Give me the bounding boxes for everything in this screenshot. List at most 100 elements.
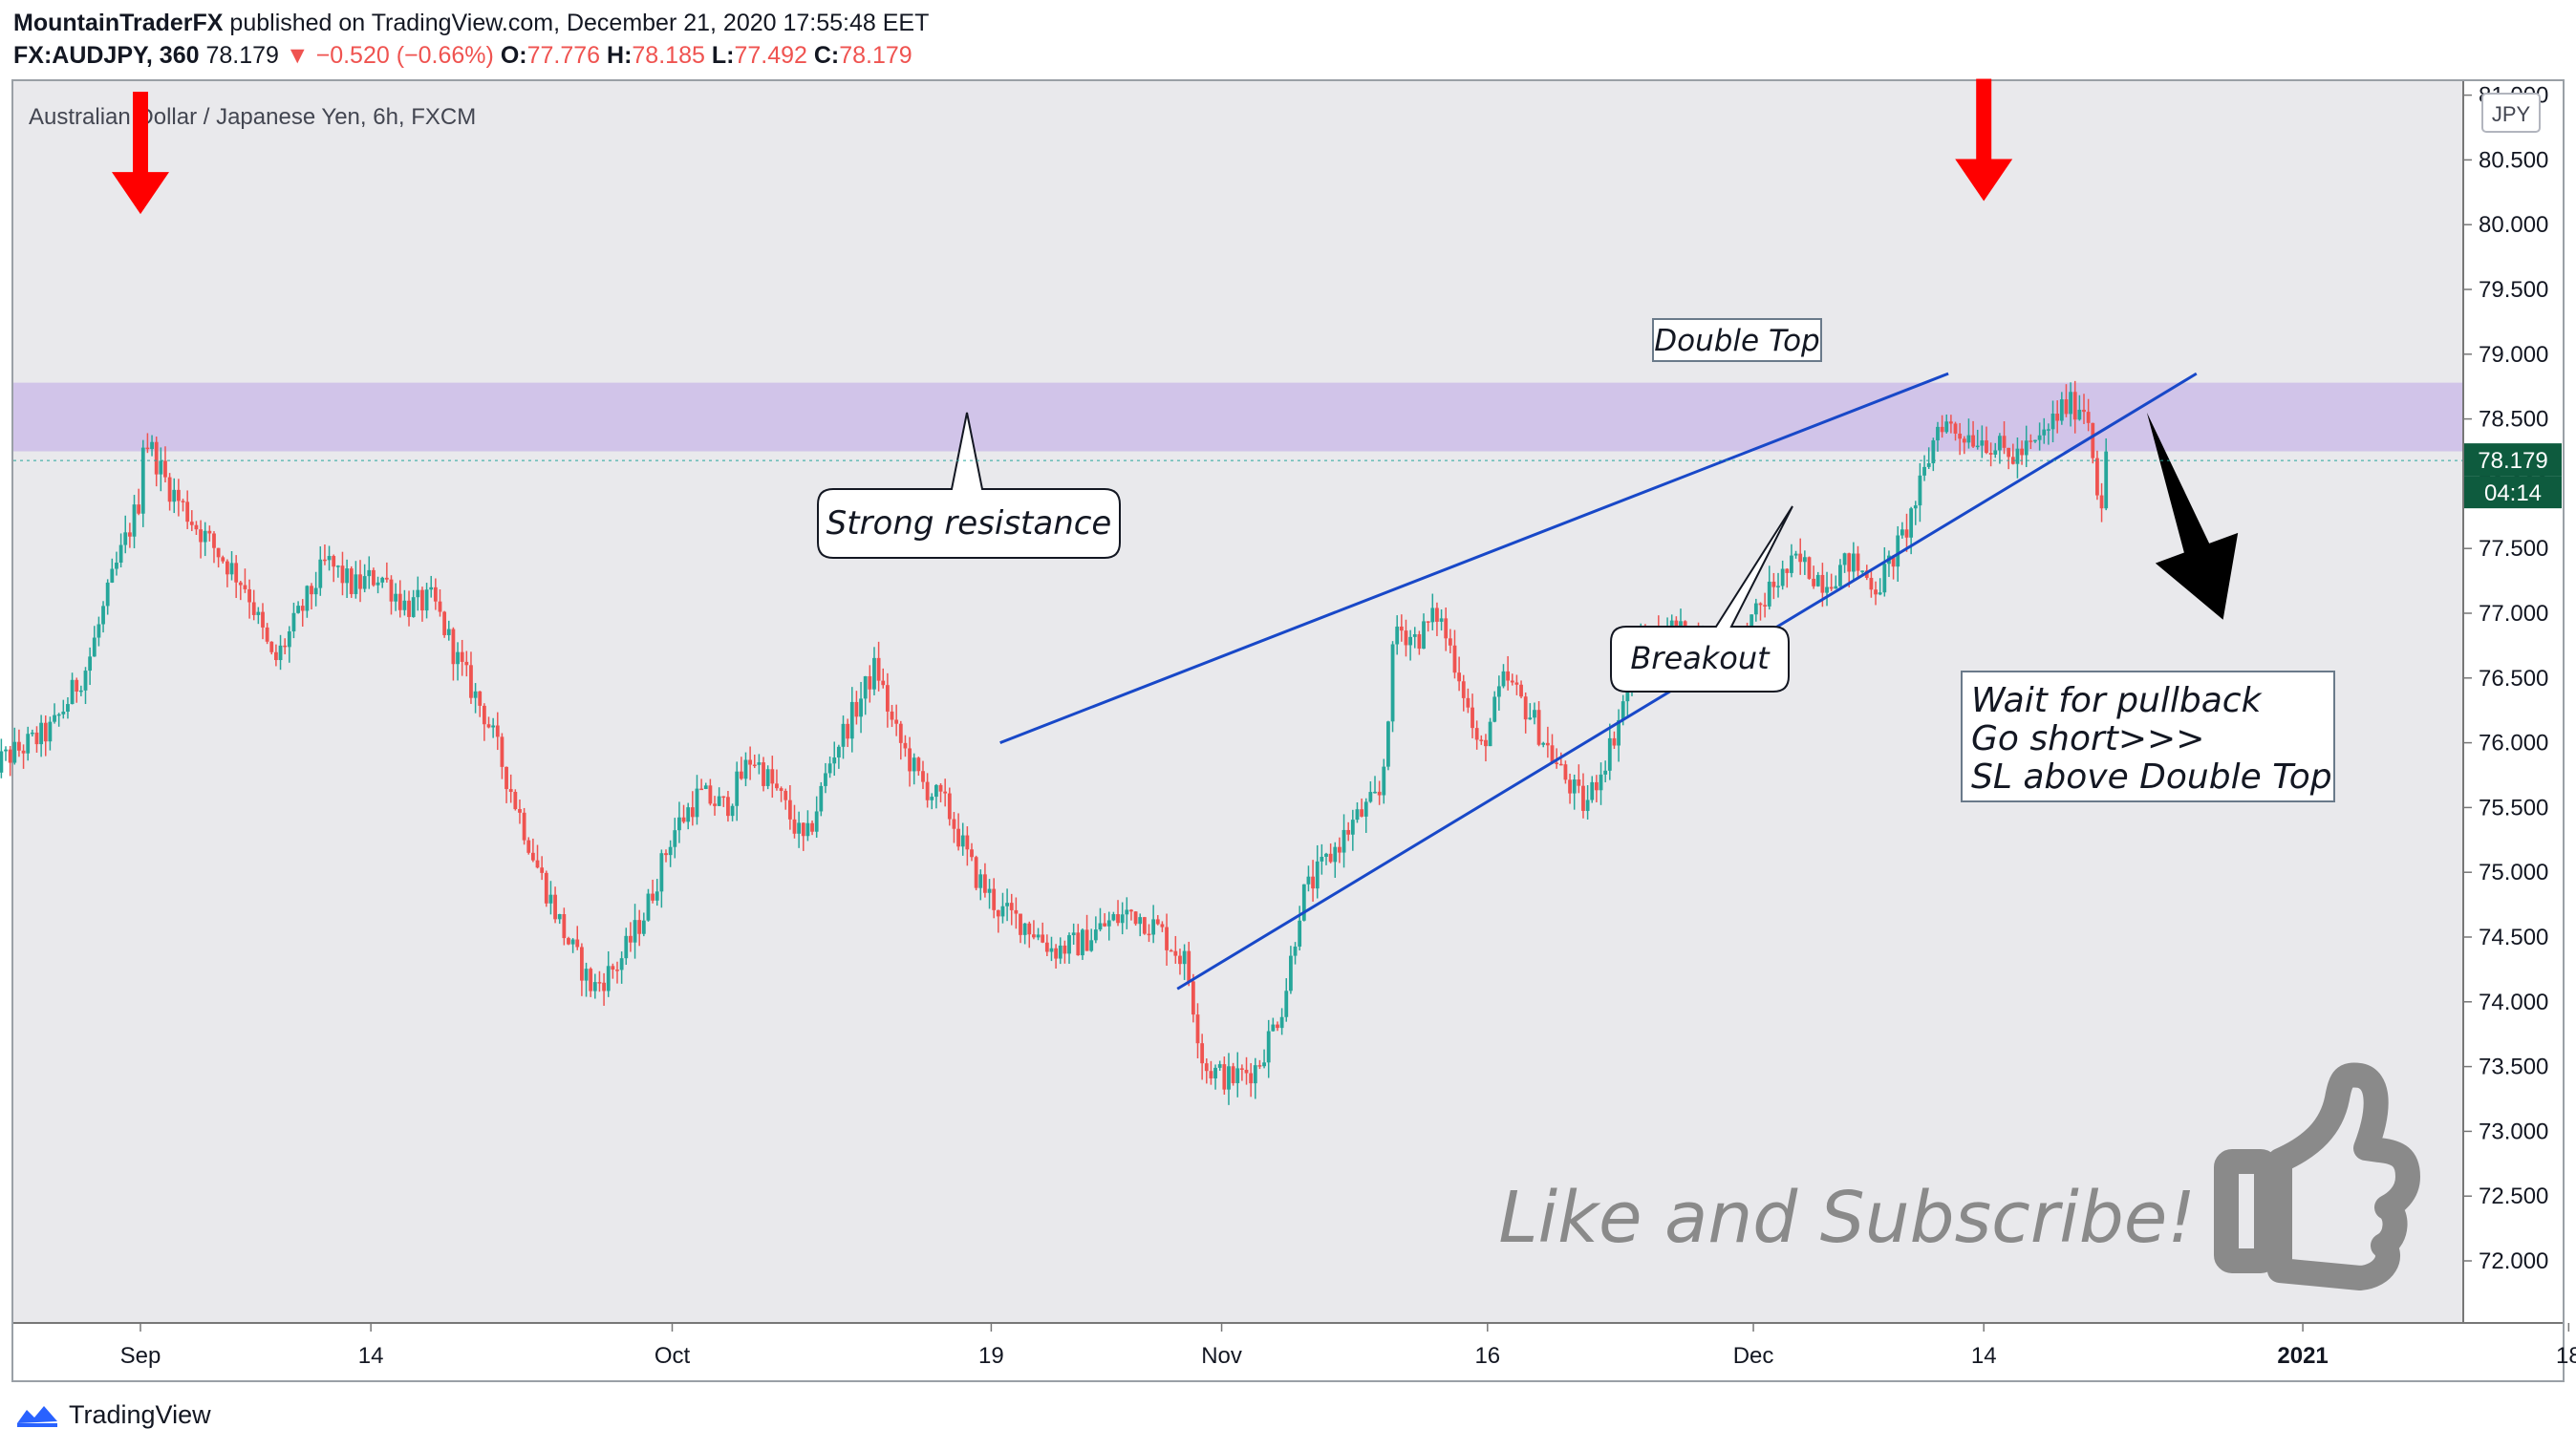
candle-body <box>305 586 310 611</box>
candle-body <box>633 920 637 943</box>
candle-body <box>535 860 540 868</box>
candle-body <box>283 645 288 648</box>
price-axis[interactable] <box>2463 81 2563 1322</box>
trade-note[interactable]: Wait for pullback Go short>>> SL above D… <box>1961 671 2335 802</box>
low-label: L: <box>711 42 735 69</box>
candle-body <box>451 629 456 665</box>
currency-badge-box[interactable] <box>2481 93 2541 133</box>
candle-body <box>726 797 730 817</box>
candle-body <box>21 750 26 754</box>
candle-body <box>699 788 704 791</box>
x-tick-label: 18 <box>2556 1343 2576 1369</box>
candle-body <box>1129 909 1133 912</box>
tradingview-logo[interactable]: TradingView <box>13 1400 211 1430</box>
candle-body <box>1958 433 1963 439</box>
resistance-zone[interactable] <box>13 382 2462 452</box>
candle-body <box>2104 451 2109 509</box>
candle-body <box>189 522 194 525</box>
candle-body <box>1081 929 1084 956</box>
candle-body <box>690 807 695 818</box>
candle-body <box>402 600 407 610</box>
candle-body <box>1753 603 1758 615</box>
candle-body <box>903 742 908 749</box>
red-down-arrowhead-icon <box>112 172 169 215</box>
candle-body <box>1235 1068 1240 1083</box>
candle-body <box>287 630 291 648</box>
candle-body <box>110 568 115 583</box>
candle-body <box>1182 950 1187 965</box>
candle-body <box>1514 682 1519 685</box>
candle-body <box>921 771 925 782</box>
candle-body <box>570 939 575 945</box>
candle-body <box>819 785 824 812</box>
candle-body <box>176 489 181 501</box>
candle-body <box>1435 608 1439 622</box>
candle-body <box>446 629 451 635</box>
candle-body <box>1093 929 1098 941</box>
candle-body <box>996 909 1000 917</box>
candle-body <box>1262 1062 1266 1067</box>
ohlc-line: FX:AUDJPY, 360 78.179 ▼ −0.520 (−0.66%) … <box>13 42 912 70</box>
candle-body <box>677 817 681 831</box>
close-value: 78.179 <box>839 42 912 69</box>
candle-body <box>327 556 332 561</box>
candle-body <box>2095 458 2099 496</box>
double-top-callout[interactable]: Double Top <box>1652 318 1822 362</box>
candle-body <box>854 701 859 717</box>
candle-body <box>150 441 154 450</box>
candle-body <box>243 585 247 589</box>
candle-body <box>376 582 380 586</box>
candle-body <box>748 759 753 765</box>
candle-body <box>1776 586 1780 587</box>
candle-body <box>1084 929 1089 951</box>
candle-body <box>1962 438 1966 443</box>
x-tick-label: Oct <box>655 1343 691 1369</box>
candle-body <box>664 853 668 856</box>
candle-body <box>0 751 4 773</box>
candle-body <box>1900 529 1904 536</box>
candle-body <box>849 701 854 739</box>
candle-body <box>296 606 300 613</box>
candle-body <box>358 574 362 589</box>
candle-body <box>1169 949 1173 952</box>
x-tick-label: Sep <box>120 1343 161 1369</box>
candle-body <box>2007 447 2011 458</box>
y-tick-label: 76.000 <box>2479 731 2548 757</box>
candle-body <box>1009 903 1014 910</box>
candle-body <box>1851 553 1856 572</box>
candle-body <box>61 712 66 714</box>
x-tick-label: 14 <box>1971 1343 1997 1369</box>
candle-body <box>708 785 713 804</box>
candle-body <box>159 460 163 475</box>
time-axis[interactable] <box>13 1323 2463 1380</box>
candle-body <box>504 766 508 790</box>
candle-body <box>30 732 34 735</box>
candle-body <box>1301 884 1306 921</box>
breakout-callout[interactable]: Breakout <box>1610 505 1793 693</box>
candle-body <box>1054 948 1059 959</box>
candle-body <box>1204 1063 1209 1072</box>
author-name[interactable]: MountainTraderFX <box>13 10 224 36</box>
candle-body <box>234 563 239 583</box>
candle-body <box>140 447 145 514</box>
open-value: 77.776 <box>526 42 601 69</box>
candle-body <box>1558 763 1563 766</box>
candle-body <box>313 587 318 595</box>
y-tick-label: 79.500 <box>2479 277 2548 303</box>
change-value: −0.520 (−0.66%) <box>315 42 494 69</box>
candle-body <box>2042 429 2047 436</box>
candle-body <box>597 982 602 984</box>
candle-body <box>56 714 61 716</box>
double-top-label: Double Top <box>1654 324 1819 358</box>
candle-body <box>478 691 483 706</box>
candle-body <box>323 559 327 562</box>
candle-body <box>1373 791 1377 794</box>
strong-resistance-callout[interactable]: Strong resistance <box>817 412 1121 559</box>
candle-body <box>1151 919 1156 935</box>
candle-body <box>518 809 522 813</box>
channel-upper-line[interactable] <box>999 372 1949 744</box>
candle-body <box>2020 448 2024 456</box>
candle-body <box>145 447 150 450</box>
candle-body <box>367 569 372 577</box>
